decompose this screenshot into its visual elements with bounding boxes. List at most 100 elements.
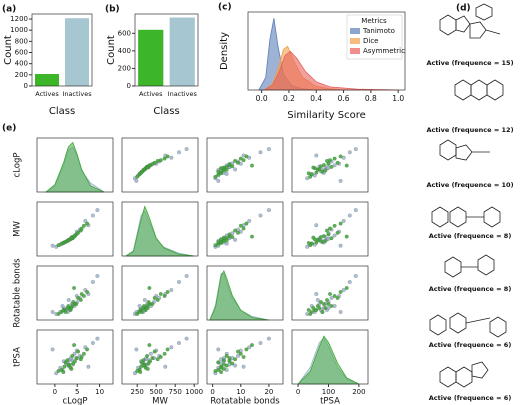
scatter-point [56,369,61,373]
scatter-point [224,241,229,246]
scatter-point [61,241,66,245]
scatter-point [162,294,167,298]
scatter-point [319,235,323,240]
axes-frame [247,11,406,91]
scatter-point [224,167,229,172]
scatter-point [146,361,151,366]
scatter-point [314,153,319,158]
molecule-drawings [429,3,507,388]
axes-frame [291,329,369,385]
scatter-point [230,361,235,366]
scatter-point [326,162,331,166]
scatter-point [90,341,95,345]
scatter-point [335,160,340,165]
scatter-point [236,230,240,235]
x-tick-label: 0.6 [338,94,350,103]
scatter-point [258,213,263,218]
scatter-point [219,241,224,245]
x-tick-label: 100 [322,388,335,396]
x-tick-label: 1.0 [392,94,404,103]
scatter-point [236,354,240,358]
scatter-point [305,244,310,249]
x-tick-label: 0.2 [283,94,295,103]
scatter-point [184,147,189,152]
scatter-point [76,296,80,300]
scatter-point [71,300,76,304]
scatter-point [328,292,332,296]
scatter-point [233,237,238,242]
x-tick-label: 500 [150,388,163,396]
scatter-point [78,298,83,302]
legend-title: Metrics [361,17,387,25]
scatter-point [311,306,316,310]
x-axis-label: Class [153,106,179,117]
x-axis-label: tPSA [320,397,340,405]
scatter-point [224,238,229,243]
scatter-point [66,304,71,308]
scatter-point [241,158,246,163]
scatter-point [320,240,325,244]
bar [35,74,59,86]
scatter-point [315,238,320,243]
scatter-point [148,351,153,356]
scatter-point [338,243,343,248]
scatter-point [162,351,167,356]
x-tick-label: Inactives [62,90,92,98]
scatter-point [138,171,143,176]
axes-frame [121,265,199,321]
scatter-point [227,232,232,237]
x-tick-label: Inactives [168,90,198,98]
scatter-point [177,280,181,284]
bar [169,17,195,87]
scatter-point [233,357,238,362]
scatter-point [76,230,80,235]
scatter-point [221,165,226,170]
y-tick-label: 200 [15,71,28,79]
x-tick-label: 0.4 [310,94,322,103]
x-tick-label: 250 [131,388,144,396]
scatter-point [135,312,140,316]
scatter-point [241,355,246,359]
scatter-point [341,288,346,292]
legend-label: Tanimoto [362,27,395,35]
axes-frame [134,13,199,87]
axes-frame [206,137,284,193]
scatter-point [132,371,137,376]
scatter-point [244,154,249,159]
scatter-point [306,171,311,176]
scatter-point [325,298,329,302]
scatter-point [338,310,343,314]
axes-frame [206,329,284,385]
scatter-point [315,304,320,308]
y-tick-label: 400 [118,47,131,55]
scatter-point [311,165,316,170]
scatter-point [86,364,91,369]
scatter-point [267,208,271,213]
scatter-point [221,367,226,371]
scatter-point [150,356,155,361]
scatter-point [150,302,155,306]
x-tick-label: 0 [296,388,300,396]
scatter-point [233,228,238,233]
axes-frame [291,201,369,257]
scatter-point [244,347,249,352]
scatter-point [305,176,310,181]
scatter-point [72,286,76,290]
scatter-point [338,221,343,226]
scatter-point [162,156,167,161]
scatter-point [322,302,326,306]
legend-label: Dice [363,37,379,45]
scatter-point [236,160,240,165]
x-tick-label: Actives [35,90,59,98]
scatter-point [74,302,79,306]
scatter-point [74,356,79,361]
scatter-point [139,360,144,365]
scatter-point [258,341,263,345]
scatter-point [79,355,84,359]
x-tick-label: 1000 [185,388,203,396]
scatter-point [233,363,238,368]
scatter-point [338,154,343,159]
scatter-point [145,367,150,371]
y-axis-label: MW [13,221,23,237]
scatter-point [66,298,71,302]
